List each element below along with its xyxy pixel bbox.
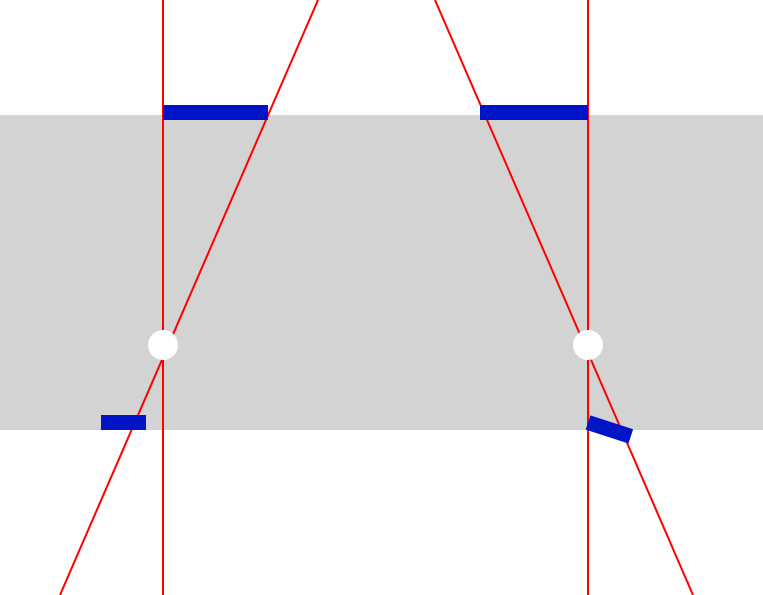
- right-pivot: [573, 330, 603, 360]
- left-pivot: [148, 330, 178, 360]
- top-right-bar: [480, 105, 588, 120]
- top-left-bar: [163, 105, 268, 120]
- bottom-left-bar: [101, 415, 146, 430]
- grey-band: [0, 115, 763, 430]
- geometric-diagram: [0, 0, 763, 595]
